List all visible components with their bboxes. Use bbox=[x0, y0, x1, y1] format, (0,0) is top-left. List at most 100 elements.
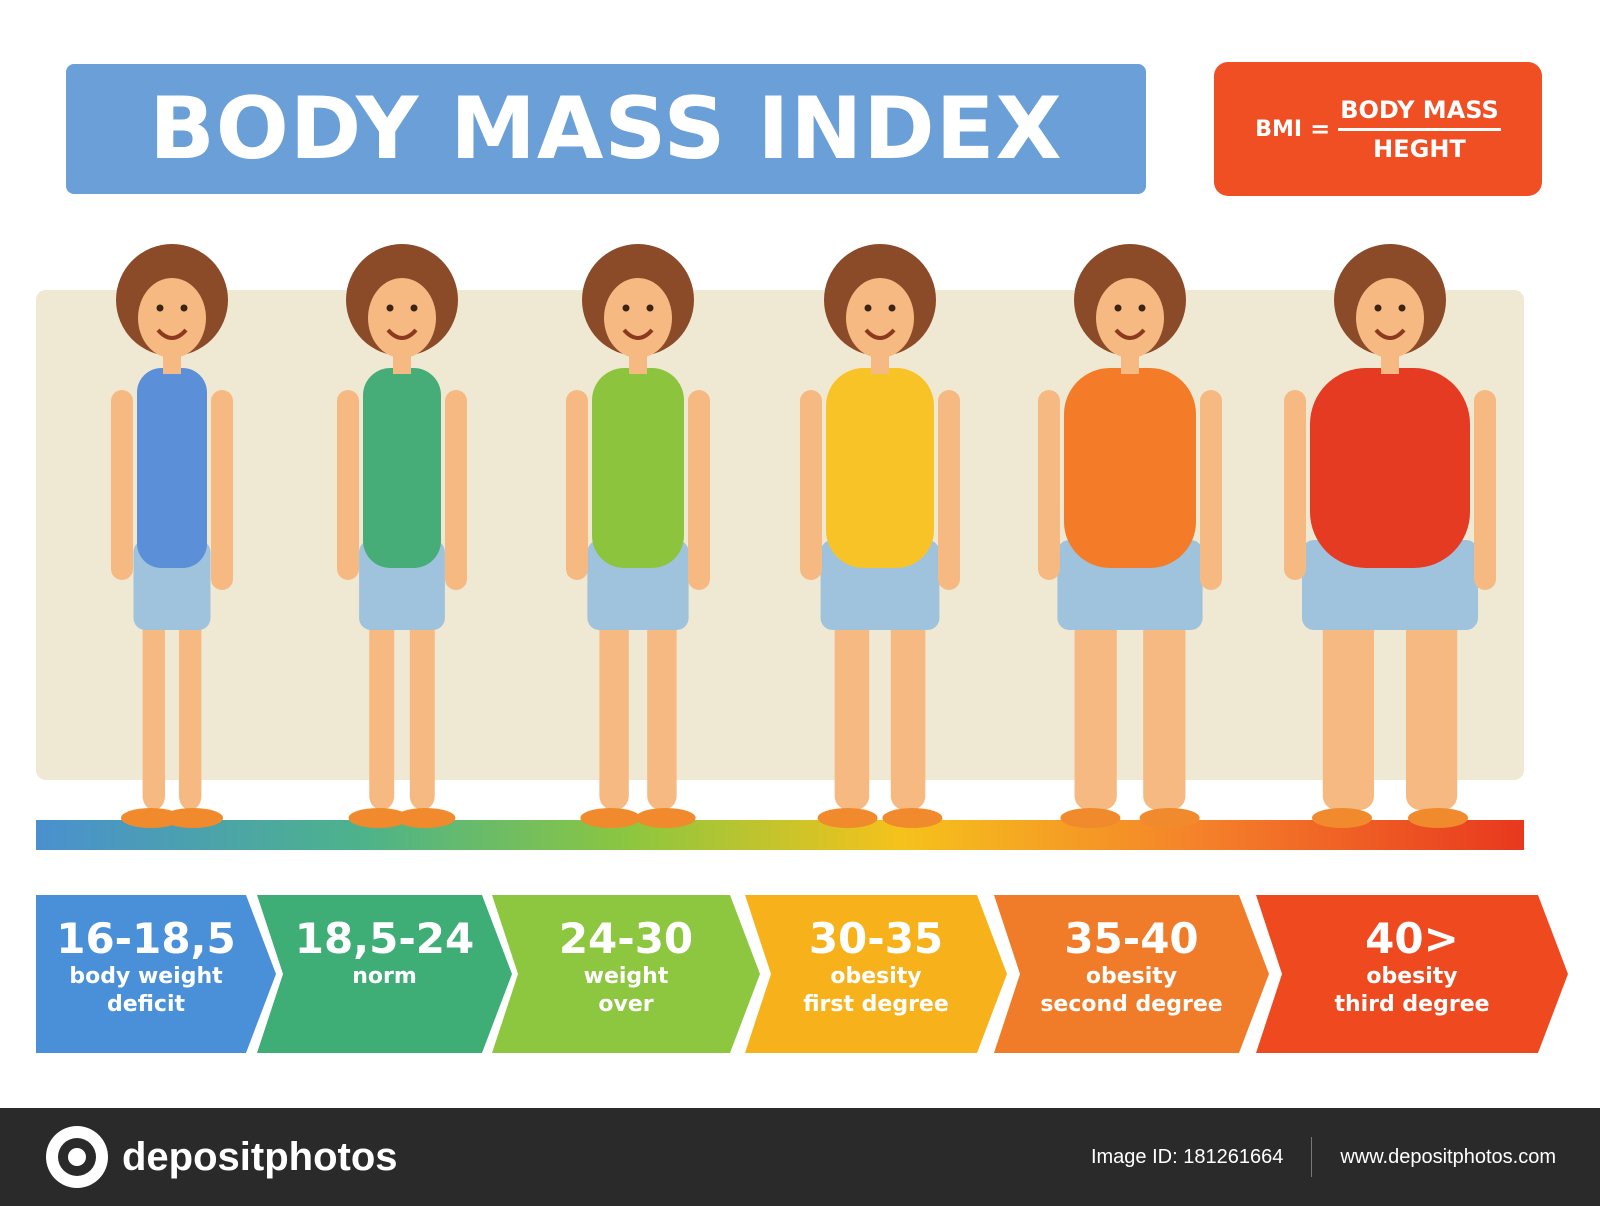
figure-face bbox=[846, 278, 914, 358]
figure-eye-left bbox=[1374, 304, 1382, 312]
figure-arm-right bbox=[211, 390, 233, 590]
bmi-description: norm bbox=[352, 964, 417, 989]
figure-arm-left bbox=[1284, 390, 1306, 580]
figure-swimsuit bbox=[592, 368, 684, 568]
bmi-description: weight over bbox=[583, 964, 669, 1017]
bmi-description: body weight deficit bbox=[69, 964, 223, 1017]
figure-swimsuit bbox=[1310, 368, 1470, 568]
page-title: BODY MASS INDEX bbox=[149, 79, 1063, 179]
figure-leg-left bbox=[369, 600, 395, 810]
figure-shoe-right bbox=[882, 808, 943, 828]
figure-leg-left bbox=[1074, 600, 1117, 810]
figure-eye-right bbox=[1138, 304, 1146, 312]
bmi-range: 30-35 bbox=[808, 914, 944, 963]
figure-shoe-right bbox=[163, 808, 223, 828]
figure-smile bbox=[864, 328, 896, 340]
bmi-category-2: 18,5-24 norm bbox=[257, 895, 512, 1053]
figure-face bbox=[368, 278, 436, 358]
figure-arm-right bbox=[938, 390, 960, 590]
figure-swimsuit bbox=[137, 368, 207, 568]
figure-smile bbox=[622, 328, 654, 340]
bmi-category-4: 30-35 obesity first degree bbox=[745, 895, 1007, 1053]
figure-eye-left bbox=[622, 304, 630, 312]
bmi-range: 40> bbox=[1365, 914, 1459, 963]
brand-logo-icon bbox=[46, 1126, 108, 1188]
figure-leg-right bbox=[1143, 600, 1186, 810]
figure-shoe-left bbox=[348, 808, 409, 828]
figure-arm-left bbox=[111, 390, 133, 580]
figure-face bbox=[1096, 278, 1164, 358]
bmi-description: obesity first degree bbox=[803, 964, 949, 1017]
figure-arm-right bbox=[688, 390, 710, 590]
bmi-range: 18,5-24 bbox=[294, 914, 475, 963]
figure-shoe-left bbox=[121, 808, 181, 828]
figures-background bbox=[36, 290, 1524, 780]
bmi-description: obesity second degree bbox=[1040, 964, 1223, 1017]
figure-swimsuit bbox=[826, 368, 934, 568]
figure-eye-left bbox=[864, 304, 872, 312]
formula-numerator: BODY MASS bbox=[1338, 96, 1501, 131]
formula-equals: = bbox=[1310, 115, 1331, 143]
bmi-category-3: 24-30 weight over bbox=[492, 895, 760, 1053]
figure-leg-left bbox=[142, 600, 165, 810]
figure-leg-right bbox=[409, 600, 435, 810]
footer-bar: depositphotos Image ID: 181261664 www.de… bbox=[0, 1108, 1600, 1206]
footer-divider bbox=[1311, 1137, 1313, 1177]
brand-name: depositphotos bbox=[122, 1134, 398, 1179]
figure-smile bbox=[1374, 328, 1406, 340]
figure-smile bbox=[386, 328, 418, 340]
figure-smile bbox=[1114, 328, 1146, 340]
figure-face bbox=[138, 278, 206, 358]
figure-swimsuit bbox=[363, 368, 441, 568]
figure-leg-right bbox=[647, 600, 677, 810]
figure-arm-left bbox=[800, 390, 822, 580]
figure-arm-right bbox=[445, 390, 467, 590]
bmi-description: obesity third degree bbox=[1334, 964, 1490, 1017]
bmi-range: 24-30 bbox=[558, 914, 694, 963]
figure-arm-right bbox=[1200, 390, 1222, 590]
figure-face bbox=[1356, 278, 1424, 358]
figure-arm-left bbox=[337, 390, 359, 580]
image-id: Image ID: 181261664 bbox=[1090, 1145, 1284, 1168]
gradient-floor bbox=[36, 820, 1524, 850]
figure-shoe-left bbox=[1060, 808, 1121, 828]
title-banner: BODY MASS INDEX bbox=[66, 64, 1146, 194]
figure-leg-left bbox=[599, 600, 629, 810]
figure-leg-left bbox=[834, 600, 870, 810]
figure-eye-left bbox=[156, 304, 164, 312]
figure-shoe-left bbox=[580, 808, 641, 828]
figure-eye-right bbox=[646, 304, 654, 312]
figure-eye-right bbox=[888, 304, 896, 312]
figure-arm-left bbox=[566, 390, 588, 580]
figure-shoe-right bbox=[635, 808, 696, 828]
bmi-category-5: 35-40 obesity second degree bbox=[994, 895, 1269, 1053]
figure-arm-right bbox=[1474, 390, 1496, 590]
footer-meta: Image ID: 181261664 www.depositphotos.co… bbox=[1091, 1137, 1556, 1177]
figure-face bbox=[604, 278, 672, 358]
figure-leg-left bbox=[1322, 600, 1374, 810]
bmi-range: 35-40 bbox=[1064, 914, 1199, 963]
formula-lhs: BMI bbox=[1255, 116, 1303, 142]
figure-eye-left bbox=[1114, 304, 1122, 312]
figure-eye-right bbox=[1398, 304, 1406, 312]
figure-eye-right bbox=[180, 304, 188, 312]
figure-shoe-right bbox=[1139, 808, 1200, 828]
site-url: www.depositphotos.com bbox=[1340, 1145, 1556, 1168]
figure-shoe-right bbox=[395, 808, 456, 828]
figure-arm-left bbox=[1038, 390, 1060, 580]
formula-denominator: HEGHT bbox=[1373, 134, 1466, 163]
footer-brand: depositphotos bbox=[46, 1126, 398, 1188]
figure-leg-right bbox=[1406, 600, 1458, 810]
figure-shoe-left bbox=[817, 808, 878, 828]
bmi-category-6: 40> obesity third degree bbox=[1256, 895, 1568, 1053]
figure-swimsuit bbox=[1064, 368, 1196, 568]
formula-fraction: BODY MASS HEGHT bbox=[1338, 96, 1501, 163]
bmi-category-1: 16-18,5 body weight deficit bbox=[36, 895, 276, 1053]
figure-leg-right bbox=[890, 600, 926, 810]
figure-leg-right bbox=[179, 600, 202, 810]
bmi-range: 16-18,5 bbox=[56, 914, 236, 963]
figure-eye-left bbox=[386, 304, 394, 312]
figure-shoe-left bbox=[1312, 808, 1372, 828]
figure-shoe-right bbox=[1408, 808, 1468, 828]
